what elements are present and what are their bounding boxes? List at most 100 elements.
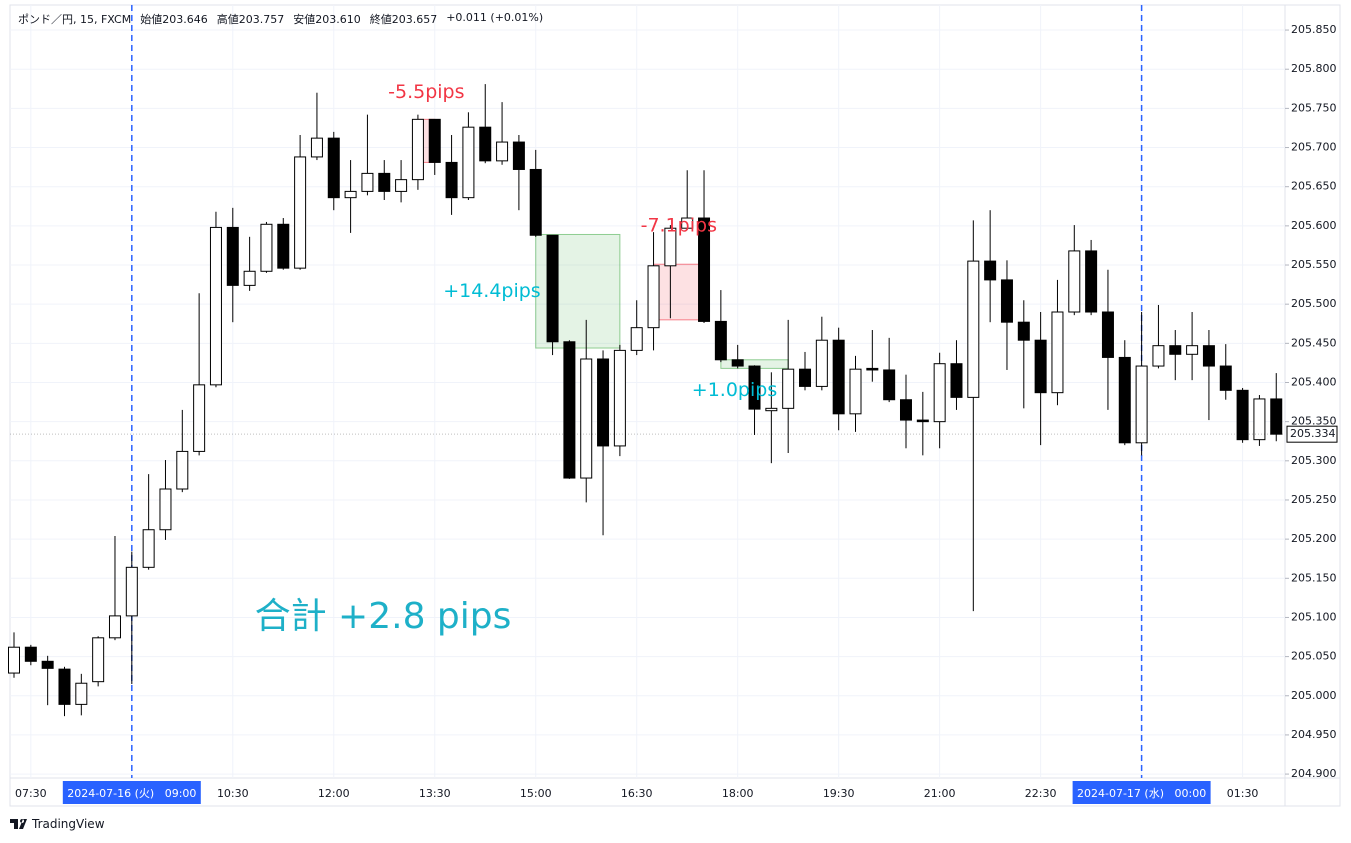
candle-body	[765, 407, 778, 412]
y-tick-label: 205.600	[1291, 219, 1337, 232]
candle-body	[1202, 345, 1215, 367]
candle-body	[563, 341, 576, 479]
candle-body	[782, 368, 795, 409]
candle-body	[58, 668, 71, 705]
candle-body	[1270, 398, 1283, 435]
candle-body	[277, 223, 290, 269]
candle-body	[748, 365, 761, 410]
candle-body	[445, 161, 458, 199]
x-label-highlight	[1072, 781, 1211, 804]
candle-body	[731, 359, 744, 367]
candle-body	[630, 327, 643, 351]
y-tick-label: 205.100	[1291, 610, 1337, 623]
candle-body	[142, 529, 155, 568]
header: ポンド／円, 15, FXCM 始値203.646 高値203.757 安値20…	[18, 11, 543, 27]
trade-box	[653, 263, 705, 321]
candle-body	[176, 450, 189, 490]
y-tick-label: 205.850	[1291, 23, 1337, 36]
candle-body	[8, 646, 20, 674]
candle-body	[496, 141, 509, 162]
candle-body	[967, 260, 980, 398]
candle-body	[479, 126, 492, 162]
symbol-title: ポンド／円, 15, FXCM	[18, 13, 132, 26]
last-price-label: 205.334	[1290, 427, 1336, 440]
y-tick-label: 205.000	[1291, 689, 1337, 702]
candle-body	[613, 349, 626, 447]
y-tick-label: 205.400	[1291, 375, 1337, 388]
y-tick-label: 205.800	[1291, 62, 1337, 75]
candle-body	[428, 118, 441, 163]
candle-body	[24, 646, 37, 662]
candle-body	[698, 217, 711, 322]
candle-body	[832, 339, 845, 415]
candle-body	[512, 141, 525, 170]
candle-body	[1219, 365, 1232, 391]
brand: TradingView	[10, 817, 105, 831]
candle-body	[849, 368, 862, 415]
y-tick-label: 205.700	[1291, 141, 1337, 154]
x-tick-label: 15:00	[520, 787, 552, 800]
candle-body	[714, 320, 727, 361]
ohlc-change: +0.011 (+0.01%)	[446, 11, 544, 24]
x-tick-label: 07:30	[15, 787, 47, 800]
candle-body	[193, 384, 206, 452]
candle-body	[378, 172, 391, 192]
x-tick-label: 16:30	[621, 787, 653, 800]
candle-body	[1068, 250, 1081, 313]
y-tick-label: 204.900	[1291, 767, 1337, 780]
candle-body	[1051, 311, 1064, 394]
x-tick-label: 10:30	[217, 787, 249, 800]
y-tick-label: 205.250	[1291, 493, 1337, 506]
candle-body	[799, 368, 812, 387]
candle-body	[1085, 250, 1098, 313]
candle-body	[546, 234, 559, 343]
candle-body	[681, 217, 694, 229]
candle-body	[1101, 311, 1114, 358]
candle-body	[1152, 345, 1165, 367]
candle-body	[883, 369, 896, 401]
candle-body	[226, 226, 239, 286]
y-tick-label: 205.050	[1291, 650, 1337, 663]
candle-body	[344, 190, 357, 199]
candle-body	[209, 226, 222, 386]
x-tick-label: 13:30	[419, 787, 451, 800]
candle-body	[529, 168, 542, 236]
candle-body	[950, 363, 963, 398]
candle-body	[125, 566, 138, 617]
ohlc-close: 終値203.657	[369, 13, 438, 26]
trade-label: -5.5pips	[388, 81, 464, 103]
y-tick-label: 205.300	[1291, 454, 1337, 467]
candle-body	[1169, 345, 1182, 355]
candle-body	[41, 660, 54, 669]
x-tick-label: 2024-07-16 (火) 09:00	[67, 787, 196, 800]
candle-body	[361, 172, 374, 192]
candle-body	[933, 363, 946, 423]
x-tick-label: 22:30	[1025, 787, 1057, 800]
candle-body	[984, 260, 997, 281]
candle-body	[462, 126, 475, 199]
ohlc-open: 始値203.646	[140, 13, 208, 26]
y-tick-label: 205.350	[1291, 415, 1337, 428]
candle-body	[1017, 321, 1030, 341]
candle-body	[327, 137, 340, 199]
y-tick-label: 205.650	[1291, 180, 1337, 193]
candle-body	[411, 118, 424, 181]
candle-body	[916, 419, 929, 423]
candle-body	[108, 615, 121, 639]
candle-body	[395, 179, 408, 192]
candle-body	[310, 137, 323, 158]
x-label-highlight	[62, 781, 201, 804]
total-label: 合計 +2.8 pips	[255, 596, 512, 637]
candle-body	[1135, 365, 1148, 444]
candle-body	[1000, 279, 1013, 323]
candle-body	[664, 227, 677, 267]
y-tick-label: 205.150	[1291, 571, 1337, 584]
candle-body	[1186, 345, 1199, 355]
candle-body	[294, 156, 307, 269]
chart-frame	[9, 4, 1341, 807]
brand-name: TradingView	[32, 817, 105, 831]
candle-body	[815, 339, 828, 387]
candle-body	[1034, 339, 1047, 394]
